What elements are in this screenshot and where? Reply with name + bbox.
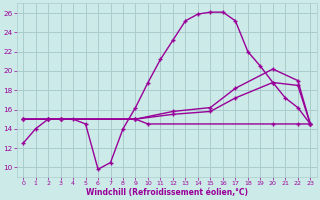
X-axis label: Windchill (Refroidissement éolien,°C): Windchill (Refroidissement éolien,°C) — [86, 188, 248, 197]
